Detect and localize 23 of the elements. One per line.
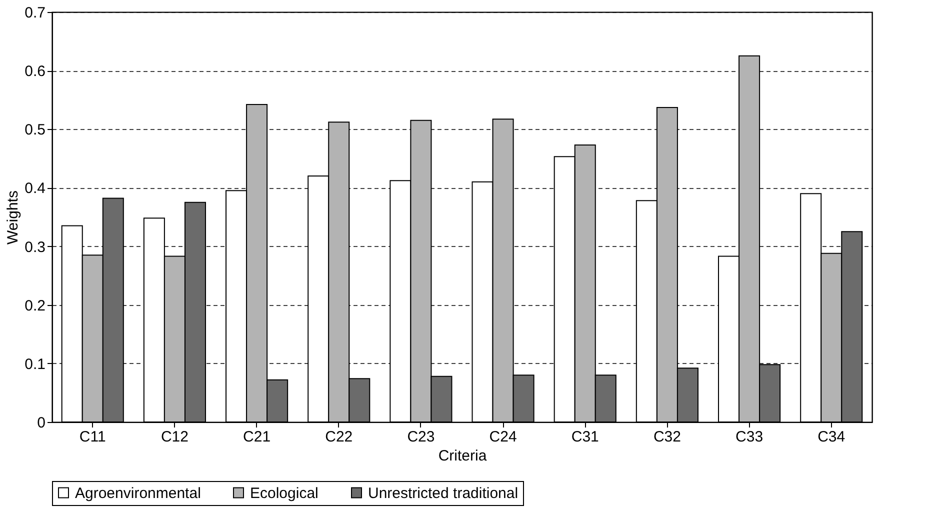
legend-label: Unrestricted traditional: [368, 484, 518, 502]
y-tick-label: 0.7: [24, 4, 46, 22]
x-tick-label: C33: [736, 428, 764, 446]
x-tick-label: C22: [325, 428, 353, 446]
y-axis-title: Weights: [4, 190, 22, 244]
x-tick-label: C23: [407, 428, 435, 446]
x-axis-title: Criteria: [438, 448, 488, 464]
y-tick-label: 0.1: [24, 356, 46, 373]
y-tick-label: 0.5: [24, 122, 46, 139]
legend-label: Agroenvironmental: [75, 484, 201, 502]
x-tick-label: C11: [79, 428, 106, 446]
x-tick-label: C34: [818, 428, 846, 446]
x-tick-label: C12: [160, 428, 188, 446]
y-tick-label: 0.6: [24, 63, 46, 80]
legend-label: Ecological: [250, 484, 318, 502]
x-tick-label: C32: [653, 428, 681, 446]
y-tick-label: 0.2: [24, 297, 46, 314]
y-tick-label: 0.4: [24, 180, 46, 198]
y-tick-label: 0.3: [24, 238, 46, 256]
x-tick-label: C31: [571, 428, 599, 446]
x-tick-label: C24: [489, 428, 517, 446]
x-tick-label: C21: [243, 428, 271, 446]
y-tick-label: 0: [37, 414, 46, 432]
